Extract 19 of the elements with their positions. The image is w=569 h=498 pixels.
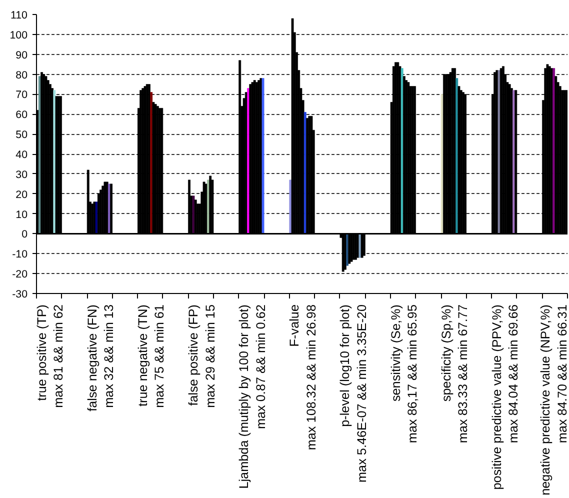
y-tick-label: 50 — [16, 129, 28, 142]
x-tick-label: F-value max 108.32 && min 26.98 — [288, 304, 318, 450]
y-tick-label: 0 — [22, 228, 28, 241]
y-tick-label: 40 — [16, 149, 28, 161]
y-tick-label: -10 — [12, 248, 28, 261]
y-tick-label: 70 — [16, 89, 28, 102]
y-tick-label: 20 — [16, 188, 28, 201]
y-tick-label: 60 — [16, 109, 28, 122]
y-tick-label: 90 — [16, 49, 28, 62]
y-tick-label: -30 — [12, 288, 28, 300]
y-tick-label: 10 — [16, 208, 28, 221]
x-tick-label: false positive (FP) max 29 && min 15 — [186, 304, 218, 408]
y-tick-label: 30 — [16, 168, 28, 181]
y-tick-label: 100 — [10, 29, 28, 42]
y-tick-label: -20 — [12, 268, 28, 281]
bar — [440, 94, 444, 234]
y-tick-label: 80 — [16, 69, 28, 82]
y-tick-label: 110 — [10, 10, 28, 22]
x-tick-label: true positive (TP) max 81 && min 62 — [34, 304, 66, 408]
